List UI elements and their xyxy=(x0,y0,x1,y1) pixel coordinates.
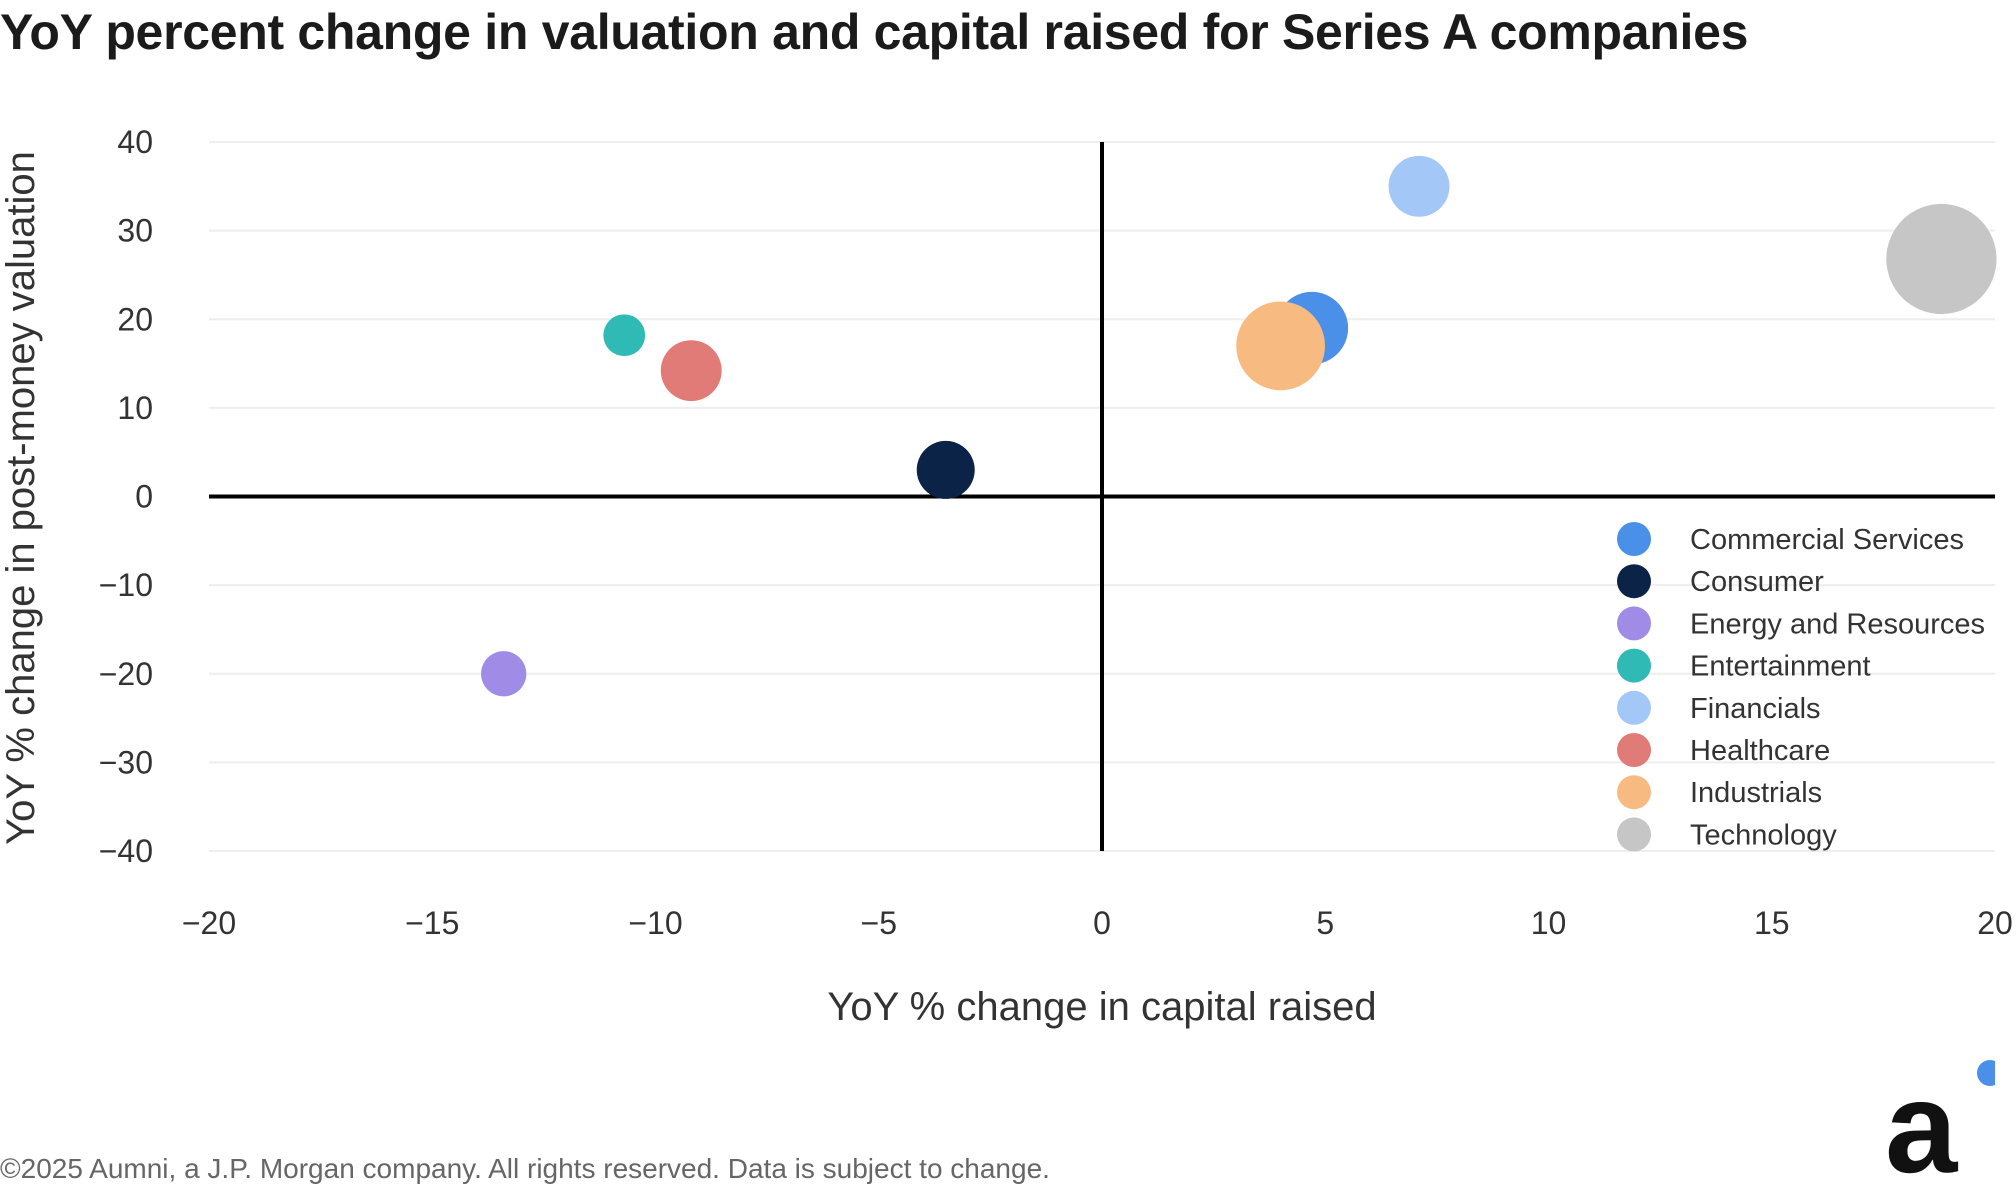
x-tick-label: −5 xyxy=(861,905,897,941)
bubble-technology xyxy=(1886,203,1997,315)
legend: Commercial Services Consumer Energy and Re… xyxy=(1617,522,1985,852)
legend-label: Energy and Resources xyxy=(1690,608,1985,640)
legend-label: Entertainment xyxy=(1690,651,1871,683)
legend-swatch xyxy=(1617,690,1651,725)
y-tick-label: −40 xyxy=(99,833,153,869)
legend-label: Industrials xyxy=(1690,777,1822,809)
logo-dot xyxy=(1977,1060,1995,1086)
bubble-energy-and-resources xyxy=(481,651,527,697)
legend-swatch xyxy=(1617,817,1651,852)
logo-letter: a xyxy=(1885,1054,1959,1188)
legend-label: Healthcare xyxy=(1690,735,1830,767)
copyright-footer: ©2025 Aumni, a J.P. Morgan company. All … xyxy=(0,1153,1050,1184)
y-axis-label: YoY % change in post-money valuation xyxy=(0,151,43,845)
y-tick-label: 40 xyxy=(117,124,153,160)
legend-label: Technology xyxy=(1690,819,1837,851)
bubble-healthcare xyxy=(660,340,722,402)
legend-label: Commercial Services xyxy=(1690,524,1964,556)
y-tick-label: 30 xyxy=(117,213,153,249)
x-tick-label: 5 xyxy=(1316,905,1334,941)
aumni-logo: a xyxy=(1885,1054,1995,1188)
y-tick-label: −30 xyxy=(99,744,153,780)
y-tick-label: 20 xyxy=(117,301,153,337)
data-points xyxy=(481,155,1997,697)
legend-label: Consumer xyxy=(1690,566,1824,598)
y-tick-label: 0 xyxy=(135,479,153,515)
legend-swatch xyxy=(1617,648,1651,683)
bubble-industrials xyxy=(1236,301,1325,391)
x-tick-label: 20 xyxy=(1977,905,2013,941)
legend-label: Financials xyxy=(1690,693,1821,725)
x-tick-label: 10 xyxy=(1531,905,1567,941)
x-axis-label: YoY % change in capital raised xyxy=(827,985,1376,1029)
legend-swatch xyxy=(1617,522,1651,556)
x-tick-label: −10 xyxy=(628,905,682,941)
y-tick-label: −20 xyxy=(99,656,153,692)
x-tick-label: −15 xyxy=(405,905,459,941)
legend-swatch xyxy=(1617,775,1651,810)
bubble-financials xyxy=(1388,155,1450,217)
x-tick-label: −20 xyxy=(182,905,236,941)
x-tick-labels: −20 −15 −10 −5 0 5 10 15 20 xyxy=(182,905,2013,941)
zero-axes xyxy=(209,142,1995,851)
y-tick-label: 10 xyxy=(117,390,153,426)
x-tick-label: 0 xyxy=(1093,905,1111,941)
bubble-consumer xyxy=(916,440,975,499)
legend-swatch xyxy=(1617,733,1651,767)
chart-title: YoY percent change in valuation and capi… xyxy=(0,4,1749,60)
y-tick-label: −10 xyxy=(99,567,153,603)
bubble-entertainment xyxy=(603,314,646,357)
y-tick-labels: 40 30 20 10 0 −10 −20 −30 −40 xyxy=(99,124,153,869)
legend-swatch xyxy=(1617,606,1651,641)
bubble-chart: 40 30 20 10 0 −10 −20 −30 −40 −20 −15 −10 −5 0 5 10 15 2… xyxy=(0,124,2013,1029)
legend-swatch xyxy=(1617,564,1651,599)
x-tick-label: 15 xyxy=(1754,905,1790,941)
